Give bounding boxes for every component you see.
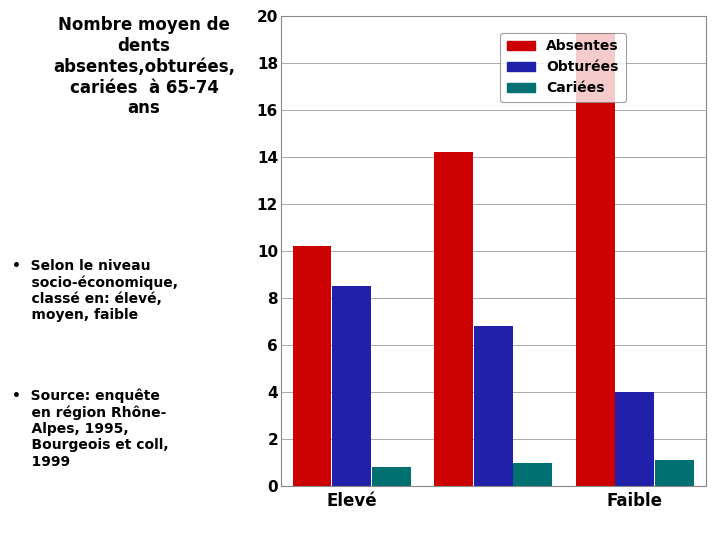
Text: •  Selon le niveau
    socio-économique,
    classé en: élevé,
    moyen, faible: • Selon le niveau socio-économique, clas… [12,259,178,322]
Legend: Absentes, Obturées, Cariées: Absentes, Obturées, Cariées [500,32,626,102]
Bar [292,246,331,486]
Bar [332,286,371,486]
Bar [513,462,552,486]
Bar [434,152,473,486]
Bar [616,392,654,486]
Bar [474,326,513,486]
Bar [655,460,694,486]
Bar [576,32,615,486]
Bar [372,467,410,486]
Text: •  Source: enquête
    en région Rhône-
    Alpes, 1995,
    Bourgeois et coll,
: • Source: enquête en région Rhône- Alpes… [12,389,168,469]
Text: Nombre moyen de
dents
absentes,obturées,
cariées  à 65-74
ans: Nombre moyen de dents absentes,obturées,… [53,16,235,117]
